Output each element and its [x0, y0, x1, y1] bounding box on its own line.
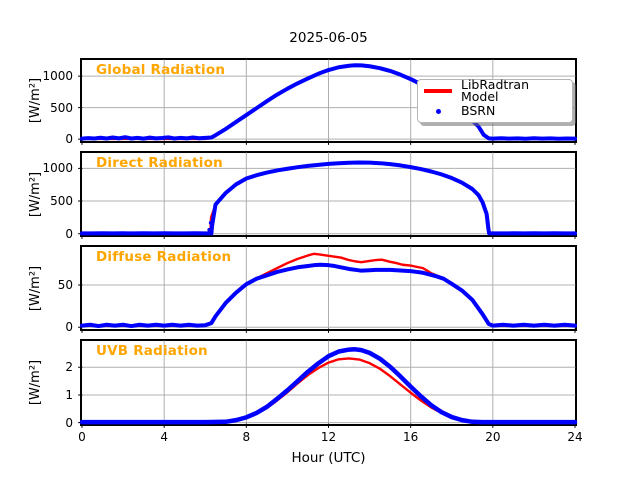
y-tick-label: 1 [65, 387, 73, 402]
x-tick-label: 12 [320, 430, 337, 444]
panel-direct-radiation: Direct Radiation [W/m²] 0 500 1000 [29, 151, 577, 240]
series-bsrn [82, 349, 575, 422]
y-tick-label: 500 [50, 194, 73, 209]
y-tick-label: 2 [65, 360, 73, 375]
x-tick-label: 8 [242, 430, 251, 444]
panel-label-global: Global Radiation [96, 62, 226, 78]
legend-line-sample [424, 89, 452, 93]
panel-label-uvb: UVB Radiation [96, 343, 208, 359]
panel-uvb-radiation: UVB Radiation [W/m²] 0 1 2 [29, 339, 577, 429]
uvb-radiation-plot [82, 341, 575, 424]
y-tick-label: 1000 [42, 69, 73, 84]
y-tick-label: 0 [65, 320, 73, 335]
legend-dot-sample [424, 108, 452, 114]
y-tick-label: 0 [65, 415, 73, 430]
blue-dot-icon [435, 108, 441, 114]
legend-label-model: LibRadtran Model [461, 76, 529, 104]
panel-diffuse-radiation: Diffuse Radiation [W/m²] 0 50 [29, 245, 577, 333]
x-tick-label: 4 [160, 430, 168, 444]
legend-label-bsrn: BSRN [461, 102, 496, 118]
panel-label-direct: Direct Radiation [96, 155, 223, 171]
series-bsrn [82, 162, 575, 233]
y-tick-label: 500 [50, 100, 73, 115]
y-tick-label: 0 [65, 226, 73, 241]
x-axis-label: Hour (UTC) [291, 450, 366, 466]
series-bsrn [82, 65, 575, 138]
global-radiation-plot [82, 60, 575, 141]
y-tick-label: 1000 [42, 161, 73, 176]
legend: LibRadtran Model BSRN [417, 78, 573, 123]
diffuse-radiation-plot [82, 247, 575, 329]
y-tick-label: 50 [57, 278, 73, 293]
y-tick-label: 0 [65, 132, 73, 147]
legend-entry-bsrn: BSRN [424, 102, 566, 120]
x-tick-label: 16 [403, 430, 419, 444]
y-axis-unit-diffuse: [W/m²] [28, 265, 44, 311]
x-tick-label: 24 [567, 430, 583, 444]
red-line-icon [424, 89, 452, 93]
figure-title: 2025-06-05 [289, 30, 368, 46]
x-tick-label: 20 [485, 430, 501, 444]
panel-label-diffuse: Diffuse Radiation [96, 249, 232, 265]
series-bsrn [82, 265, 575, 326]
y-axis-unit-uvb: [W/m²] [28, 359, 44, 406]
direct-radiation-plot [82, 153, 575, 235]
x-tick-label: 0 [78, 430, 86, 444]
x-tick-row: 0 4 8 12 16 20 24 [78, 430, 582, 446]
legend-entry-model: LibRadtran Model [424, 78, 566, 103]
